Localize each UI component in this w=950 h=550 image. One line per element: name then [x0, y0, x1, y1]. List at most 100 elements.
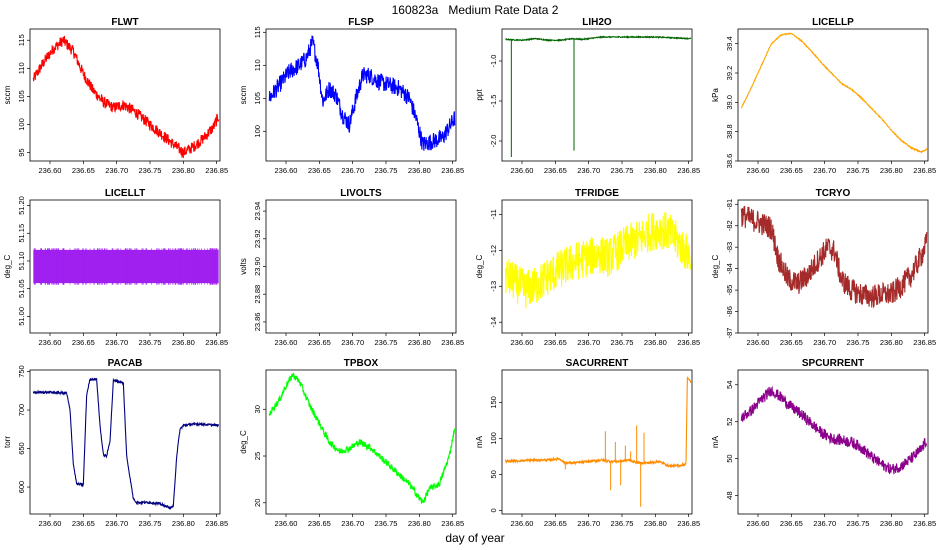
flwt-series-line	[32, 35, 220, 159]
flwt-xtick-label: 236.65	[72, 166, 95, 175]
pacab-xtick-label: 236.65	[72, 519, 95, 528]
licellt-xtick-label: 236.65	[72, 338, 95, 347]
spcurrent-ytick-label: 52	[725, 418, 734, 426]
flsp-xtick-label: 236.85	[441, 166, 464, 175]
tcryo-xtick-label: 236.85	[913, 338, 936, 347]
sacurrent-ytick-label: 0	[489, 508, 498, 512]
flsp-series-line	[268, 35, 456, 151]
livolts-xtick-label: 236.75	[375, 338, 398, 347]
tfridge-xtick-label: 236.85	[677, 338, 700, 347]
tpbox-xtick-label: 236.65	[308, 519, 331, 528]
tfridge-ytick-label: -11	[489, 209, 498, 219]
flwt-plot-box	[29, 28, 221, 162]
licellp-plot-box	[737, 28, 929, 162]
lih2o-xtick-label: 236.85	[677, 166, 700, 175]
spcurrent-series-line	[740, 385, 928, 475]
licellt-xtick-label: 236.60	[39, 338, 62, 347]
sacurrent-xtick-label: 236.75	[611, 519, 634, 528]
flsp-ytick-label: 110	[253, 59, 262, 71]
flsp-xtick-label: 236.80	[408, 166, 431, 175]
sacurrent-chart: SACURRENT 236.60 236.65 236.70 236.75 236.80 2…	[475, 358, 700, 528]
tpbox-xtick-label: 236.60	[275, 519, 298, 528]
spcurrent-ytick-label: 54	[725, 381, 734, 389]
pacab-ytick-label: 650	[17, 442, 26, 455]
flwt-xtick-label: 236.80	[172, 166, 195, 175]
livolts-plot-box	[265, 199, 457, 334]
livolts-chart: LIVOLTS 236.60 236.65 236.70 236.75 236.80 236…	[239, 188, 464, 347]
licellp-xtick-label: 236.65	[780, 166, 803, 175]
tcryo-ytick-label: -87	[725, 328, 734, 339]
livolts-xtick-label: 236.85	[441, 338, 464, 347]
spcurrent-xtick-label: 236.75	[847, 519, 870, 528]
licellt-ytick-label: 51.00	[17, 307, 26, 326]
tpbox-ytick-label: 25	[253, 452, 262, 460]
pacab-ytick-label: 700	[17, 404, 26, 417]
flsp-plot-box	[265, 28, 457, 162]
tfridge-title: TFRIDGE	[575, 188, 619, 199]
licellp-xtick-label: 236.60	[747, 166, 770, 175]
tfridge-xtick-label: 236.75	[611, 338, 634, 347]
tfridge-series-line	[504, 212, 692, 309]
lih2o-xtick-label: 236.60	[511, 166, 534, 175]
tpbox-ytick-label: 20	[253, 499, 262, 507]
sacurrent-xtick-label: 236.65	[544, 519, 567, 528]
x-axis-label: day of year	[445, 531, 505, 545]
pacab-ytick-label: 750	[17, 365, 26, 378]
spcurrent-ylabel: mA	[711, 435, 720, 448]
page-title: 160823a Medium Rate Data 2	[391, 3, 559, 17]
lih2o-series-line	[504, 35, 692, 43]
flwt-ytick-label: 105	[17, 90, 26, 103]
licellp-xtick-label: 236.75	[847, 166, 870, 175]
licellt-xtick-label: 236.75	[139, 338, 162, 347]
tpbox-xtick-label: 236.85	[441, 519, 464, 528]
flwt-ylabel: sccm	[3, 85, 12, 104]
spcurrent-xtick-label: 236.60	[747, 519, 770, 528]
flsp-ytick-label: 100	[253, 125, 262, 138]
flwt-ytick-label: 115	[17, 34, 26, 46]
lih2o-xtick-label: 236.70	[577, 166, 600, 175]
tcryo-chart: TCRYO 236.60 236.65 236.70 236.75 236.80 236.8…	[711, 188, 936, 347]
lih2o-title: LIH2O	[582, 17, 612, 28]
sacurrent-xtick-label: 236.70	[577, 519, 600, 528]
tcryo-series-line	[740, 205, 928, 309]
licellt-band	[33, 249, 219, 284]
flwt-ytick-label: 110	[17, 62, 26, 74]
tpbox-xtick-label: 236.80	[408, 519, 431, 528]
tcryo-xtick-label: 236.70	[813, 338, 836, 347]
flsp-chart: FLSP 236.60 236.65 236.70 236.75 236.80 236.85…	[239, 17, 464, 175]
pacab-title: PACAB	[108, 358, 143, 369]
licellt-ytick-label: 51.10	[17, 252, 26, 271]
tfridge-ytick-label: -14	[489, 317, 498, 328]
pacab-xtick-label: 236.60	[39, 519, 62, 528]
lih2o-ytick-label: -1.0	[489, 55, 498, 68]
livolts-ytick-label: 23.88	[253, 285, 262, 304]
flwt-xtick-label: 236.70	[105, 166, 128, 175]
livolts-xtick-label: 236.65	[308, 338, 331, 347]
licellp-ytick-label: 39.2	[725, 66, 734, 81]
sacurrent-ylabel: mA	[475, 435, 484, 448]
sacurrent-xtick-label: 236.60	[511, 519, 534, 528]
sacurrent-ytick-label: 50	[489, 470, 498, 478]
flsp-xtick-label: 236.60	[275, 166, 298, 175]
tpbox-ytick-label: 30	[253, 405, 262, 413]
licellt-ytick-label: 51.05	[17, 279, 26, 298]
licellt-ylabel: deg_C	[3, 254, 12, 278]
flwt-ytick-label: 95	[17, 148, 26, 156]
spcurrent-ytick-label: 48	[725, 491, 734, 499]
pacab-xtick-label: 236.70	[105, 519, 128, 528]
spcurrent-ytick-label: 50	[725, 454, 734, 462]
pacab-plot-box	[29, 369, 221, 515]
licellt-plot-box	[29, 199, 221, 334]
spcurrent-plot-box	[737, 369, 929, 515]
licellt-title: LICELLT	[105, 188, 145, 199]
tcryo-ytick-label: -85	[725, 285, 734, 296]
spcurrent-xtick-label: 236.70	[813, 519, 836, 528]
livolts-ytick-label: 23.86	[253, 313, 262, 332]
licellp-chart: LICELLP 236.60 236.65 236.70 236.75 236.80 236…	[711, 17, 936, 175]
licellp-title: LICELLP	[812, 17, 854, 28]
flwt-xtick-label: 236.85	[205, 166, 228, 175]
livolts-xtick-label: 236.80	[408, 338, 431, 347]
lih2o-plot-box	[501, 28, 693, 162]
tpbox-series-line	[268, 372, 456, 504]
sacurrent-title: SACURRENT	[566, 358, 629, 369]
